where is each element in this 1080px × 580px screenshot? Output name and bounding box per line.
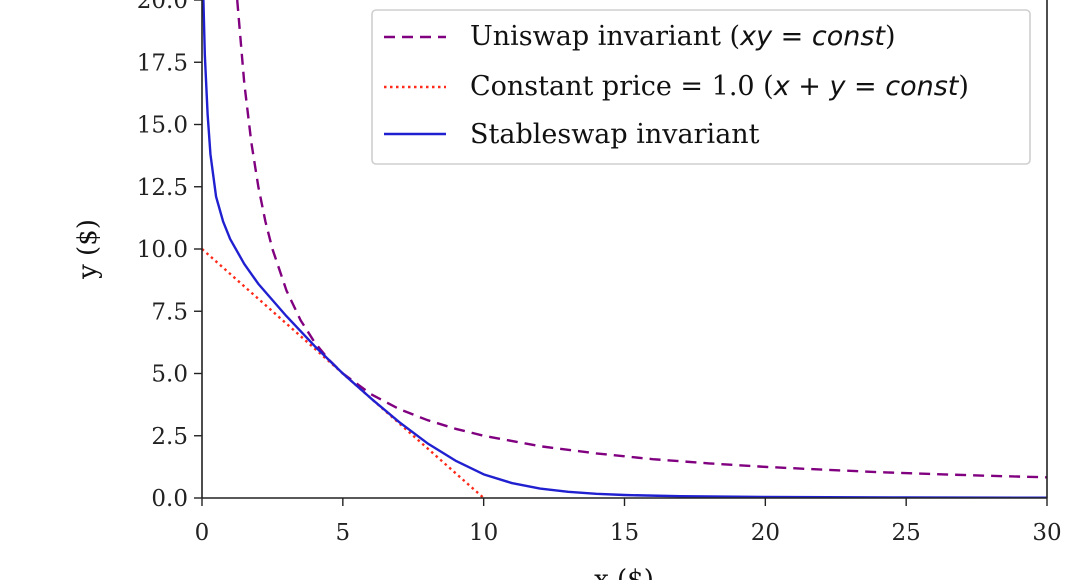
tick-layer: 0 5 10 15 20 25 30 0.0 2.5 5.0 7.5 10.0 12.5 15.0 17.5… bbox=[137, 0, 1062, 546]
y-tick-label: 20.0 bbox=[137, 0, 188, 14]
x-axis-label: x ($) bbox=[594, 565, 654, 580]
series-layer bbox=[202, 0, 1047, 498]
y-tick-label: 12.5 bbox=[137, 175, 188, 201]
y-axis-label: y ($) bbox=[73, 219, 103, 280]
y-tick-label: 15.0 bbox=[137, 113, 188, 139]
x-tick-label: 25 bbox=[892, 520, 921, 546]
y-tick-label: 2.5 bbox=[151, 424, 188, 450]
series-uniswap-line bbox=[236, 0, 1047, 479]
y-tick-label: 17.5 bbox=[137, 50, 188, 76]
legend-label-constant-price: Constant price = 1.0 (x + y = const) bbox=[470, 71, 969, 102]
x-tick-label: 20 bbox=[751, 520, 780, 546]
legend: Uniswap invariant (xy = const) Constant … bbox=[371, 9, 1031, 165]
y-tick-label: 5.0 bbox=[151, 362, 188, 388]
x-tick-label: 10 bbox=[469, 520, 498, 546]
y-tick-label: 10.0 bbox=[137, 237, 188, 263]
x-tick-label: 30 bbox=[1032, 520, 1061, 546]
y-tick-label: 7.5 bbox=[151, 299, 188, 325]
legend-box bbox=[371, 9, 1031, 165]
legend-label-stableswap: Stableswap invariant bbox=[470, 119, 760, 150]
x-tick-label: 0 bbox=[195, 520, 210, 546]
x-tick-label: 15 bbox=[610, 520, 639, 546]
legend-label-uniswap: Uniswap invariant (xy = const) bbox=[470, 21, 896, 52]
series-stableswap-line bbox=[202, 0, 1047, 498]
y-tick-label: 0.0 bbox=[151, 486, 188, 512]
x-tick-label: 5 bbox=[336, 520, 351, 546]
